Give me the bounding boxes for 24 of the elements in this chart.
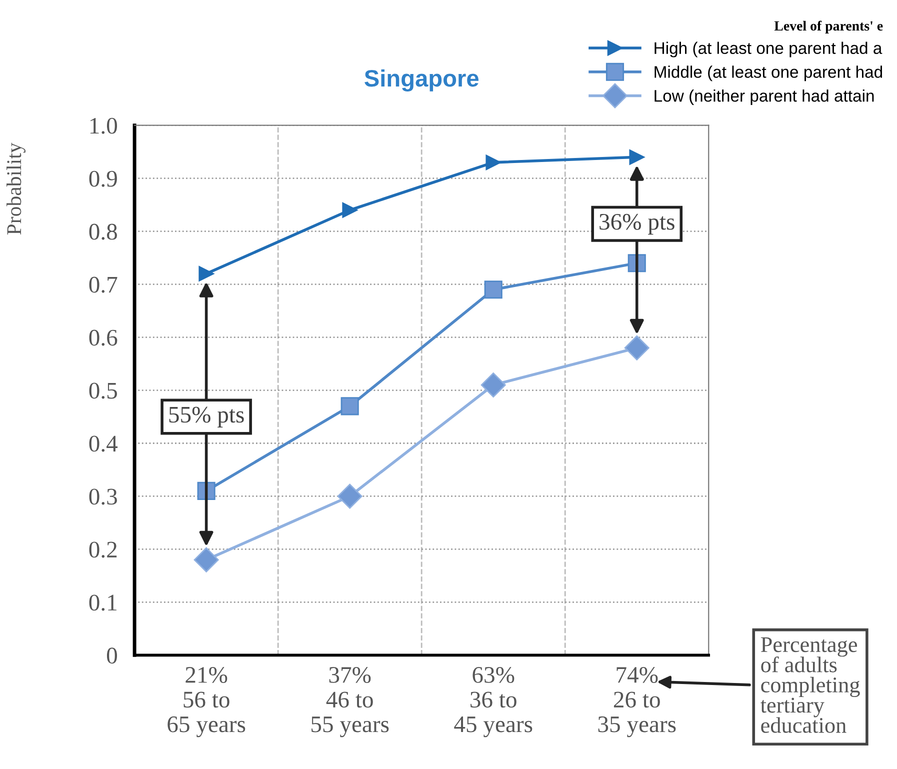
x-tick-label: 74% 26 to 35 years	[598, 666, 676, 738]
y-tick-label: 0.9	[89, 170, 117, 187]
y-tick-label: 0.5	[89, 382, 117, 399]
y-tick-label: 1.0	[90, 118, 117, 134]
chart-title: Singapore	[364, 69, 479, 92]
y-tick-label: 0	[106, 648, 117, 664]
y-tick-label: 0.2	[89, 542, 117, 558]
annotation: 36% pts	[600, 214, 674, 235]
legend-title: Level of parents' e	[774, 20, 883, 34]
legend-label: High (at least one parent had a	[654, 42, 882, 58]
y-tick-label: 0.8	[89, 224, 117, 240]
text: Percentage of adults completing tertiary education	[760, 637, 860, 733]
x-tick-label: 63% 36 to 45 years	[454, 666, 532, 738]
legend-label: Middle (at least one parent had	[654, 66, 882, 82]
y-tick-label: 0.1	[89, 594, 116, 611]
y-tick-label: 0.7	[89, 276, 118, 293]
y-tick-label: 0.4	[89, 436, 118, 452]
y-axis-title: Probability	[6, 142, 26, 235]
x-tick-label: 37% 46 to 55 years	[312, 666, 389, 738]
annotation: 55% pts	[169, 406, 244, 428]
y-tick-label: 0.6	[89, 330, 118, 346]
y-tick-label: 0.3	[89, 488, 117, 505]
legend-label: Low (neither parent had attain	[654, 90, 874, 106]
x-tick-label: 21% 56 to 65 years	[168, 666, 246, 738]
